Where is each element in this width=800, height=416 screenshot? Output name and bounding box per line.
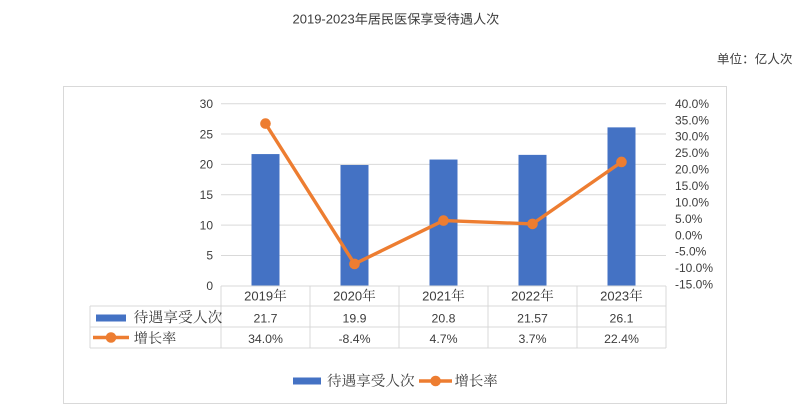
svg-text:-10.0%: -10.0% [675, 261, 713, 275]
svg-text:2019: 2019 [244, 288, 273, 303]
svg-text:34.0%: 34.0% [248, 332, 283, 346]
svg-text:20.0%: 20.0% [675, 163, 709, 177]
svg-text:4.7%: 4.7% [429, 332, 457, 346]
svg-text:15.0%: 15.0% [675, 179, 709, 193]
svg-text:2023: 2023 [600, 288, 629, 303]
svg-text:0: 0 [206, 279, 213, 293]
svg-text:5.0%: 5.0% [675, 212, 703, 226]
svg-text:30: 30 [200, 97, 214, 111]
svg-text:21.57: 21.57 [517, 312, 548, 326]
svg-text:10.0%: 10.0% [675, 195, 709, 209]
svg-text:3.7%: 3.7% [518, 332, 546, 346]
svg-text:2019-2023: 2019-2023 [293, 12, 355, 27]
svg-text:2022: 2022 [511, 288, 540, 303]
svg-text:5: 5 [206, 249, 213, 263]
svg-text:-15.0%: -15.0% [675, 278, 713, 292]
svg-text:25.0%: 25.0% [675, 146, 709, 160]
svg-text:20.8: 20.8 [432, 312, 456, 326]
svg-text:20: 20 [200, 158, 214, 172]
svg-text:30.0%: 30.0% [675, 130, 709, 144]
svg-text:-8.4%: -8.4% [338, 332, 370, 346]
svg-text:22.4%: 22.4% [604, 332, 639, 346]
svg-text:15: 15 [200, 188, 214, 202]
svg-text:26.1: 26.1 [610, 312, 634, 326]
svg-text:-5.0%: -5.0% [675, 245, 707, 259]
svg-text:21.7: 21.7 [254, 312, 278, 326]
svg-text:2021: 2021 [422, 288, 451, 303]
svg-text:35.0%: 35.0% [675, 113, 709, 127]
svg-text:10: 10 [200, 218, 214, 232]
svg-text:25: 25 [200, 127, 214, 141]
svg-text:2020: 2020 [333, 288, 362, 303]
svg-text:40.0%: 40.0% [675, 97, 709, 111]
svg-text:0.0%: 0.0% [675, 228, 703, 242]
svg-text:19.9: 19.9 [343, 312, 367, 326]
